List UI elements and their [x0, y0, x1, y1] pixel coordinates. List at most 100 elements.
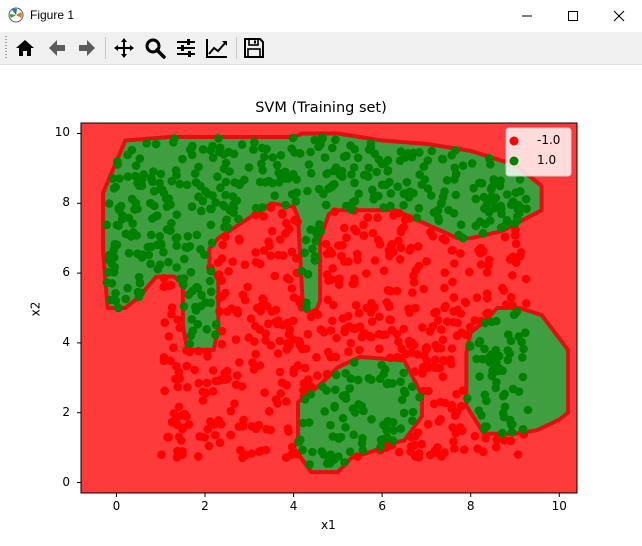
data-point-negative — [340, 223, 349, 233]
data-point-negative — [417, 369, 427, 378]
data-point-negative — [375, 240, 385, 249]
forward-button[interactable] — [74, 35, 100, 61]
data-point-positive — [454, 230, 464, 240]
data-point-positive — [340, 458, 349, 467]
data-point-negative — [167, 303, 177, 313]
data-point-positive — [474, 338, 484, 348]
data-point-positive — [211, 320, 221, 329]
data-point-positive — [331, 385, 340, 395]
data-point-positive — [317, 133, 327, 142]
data-point-negative — [182, 361, 192, 371]
data-point-positive — [211, 198, 220, 207]
data-point-negative — [383, 286, 393, 295]
data-point-positive — [492, 377, 501, 387]
data-point-positive — [383, 416, 393, 426]
data-point-negative — [223, 307, 232, 316]
pan-button[interactable] — [111, 35, 137, 61]
data-point-positive — [187, 315, 197, 324]
data-point-positive — [150, 201, 159, 211]
data-point-negative — [349, 274, 359, 283]
data-point-positive — [304, 418, 314, 427]
data-point-negative — [215, 293, 224, 303]
data-point-positive — [301, 235, 311, 245]
data-point-positive — [276, 173, 286, 182]
subplots-icon — [177, 39, 195, 57]
data-point-negative — [397, 344, 407, 354]
data-point-positive — [139, 170, 148, 179]
data-point-positive — [124, 248, 134, 258]
data-point-positive — [405, 187, 415, 196]
data-point-positive — [135, 181, 144, 190]
data-point-negative — [432, 344, 442, 353]
data-point-negative — [237, 382, 247, 391]
data-point-negative — [283, 273, 292, 283]
data-point-positive — [188, 326, 198, 336]
data-point-negative — [194, 452, 203, 461]
data-point-negative — [355, 322, 365, 332]
data-point-negative — [343, 312, 353, 321]
close-button[interactable] — [596, 0, 642, 32]
data-point-positive — [187, 202, 197, 211]
data-point-negative — [226, 430, 236, 440]
data-point-negative — [491, 442, 501, 452]
data-point-positive — [194, 192, 203, 201]
data-point-positive — [324, 456, 333, 465]
data-point-negative — [401, 215, 410, 224]
back-button[interactable] — [44, 35, 70, 61]
toolbar-grip[interactable] — [5, 36, 7, 60]
data-point-negative — [367, 332, 376, 342]
data-point-negative — [319, 328, 329, 337]
data-point-positive — [374, 191, 383, 201]
data-point-positive — [236, 179, 245, 188]
data-point-positive — [514, 332, 524, 341]
minimize-button[interactable] — [504, 0, 550, 32]
zoom-button[interactable] — [142, 35, 168, 61]
home-button[interactable] — [12, 35, 38, 61]
data-point-positive — [106, 295, 115, 305]
data-point-positive — [289, 170, 298, 179]
save-button[interactable] — [241, 35, 267, 61]
data-point-negative — [164, 281, 174, 291]
data-point-negative — [259, 212, 268, 221]
edit-axis-button[interactable] — [204, 35, 230, 61]
data-point-positive — [206, 146, 215, 155]
data-point-negative — [429, 399, 439, 409]
data-point-positive — [479, 424, 489, 434]
data-point-negative — [441, 398, 450, 408]
data-point-negative — [326, 326, 336, 335]
data-point-positive — [354, 400, 363, 409]
data-point-positive — [146, 230, 156, 240]
data-point-positive — [438, 155, 448, 164]
data-point-positive — [465, 340, 475, 350]
data-point-positive — [156, 169, 166, 179]
data-point-positive — [463, 394, 472, 403]
data-point-positive — [302, 298, 311, 308]
data-point-negative — [271, 395, 281, 404]
data-point-positive — [498, 409, 508, 418]
data-point-positive — [451, 169, 461, 179]
data-point-positive — [341, 423, 350, 432]
data-point-positive — [434, 216, 444, 225]
data-point-positive — [400, 189, 409, 199]
data-point-negative — [410, 432, 420, 441]
data-point-positive — [128, 228, 138, 237]
data-point-positive — [512, 212, 522, 221]
data-point-positive — [192, 230, 202, 240]
configure-subplots-button[interactable] — [173, 35, 199, 61]
data-point-positive — [518, 425, 528, 434]
data-point-negative — [438, 234, 448, 243]
data-point-positive — [409, 148, 418, 158]
maximize-button[interactable] — [550, 0, 596, 32]
data-point-negative — [404, 336, 414, 346]
data-point-positive — [205, 276, 215, 286]
data-point-negative — [436, 397, 446, 407]
data-point-negative — [252, 303, 262, 313]
data-point-positive — [107, 259, 117, 269]
data-point-negative — [167, 417, 177, 427]
data-point-positive — [345, 447, 355, 457]
data-point-negative — [500, 232, 510, 242]
data-point-positive — [175, 179, 184, 189]
data-point-positive — [186, 268, 196, 277]
data-point-negative — [414, 261, 424, 271]
